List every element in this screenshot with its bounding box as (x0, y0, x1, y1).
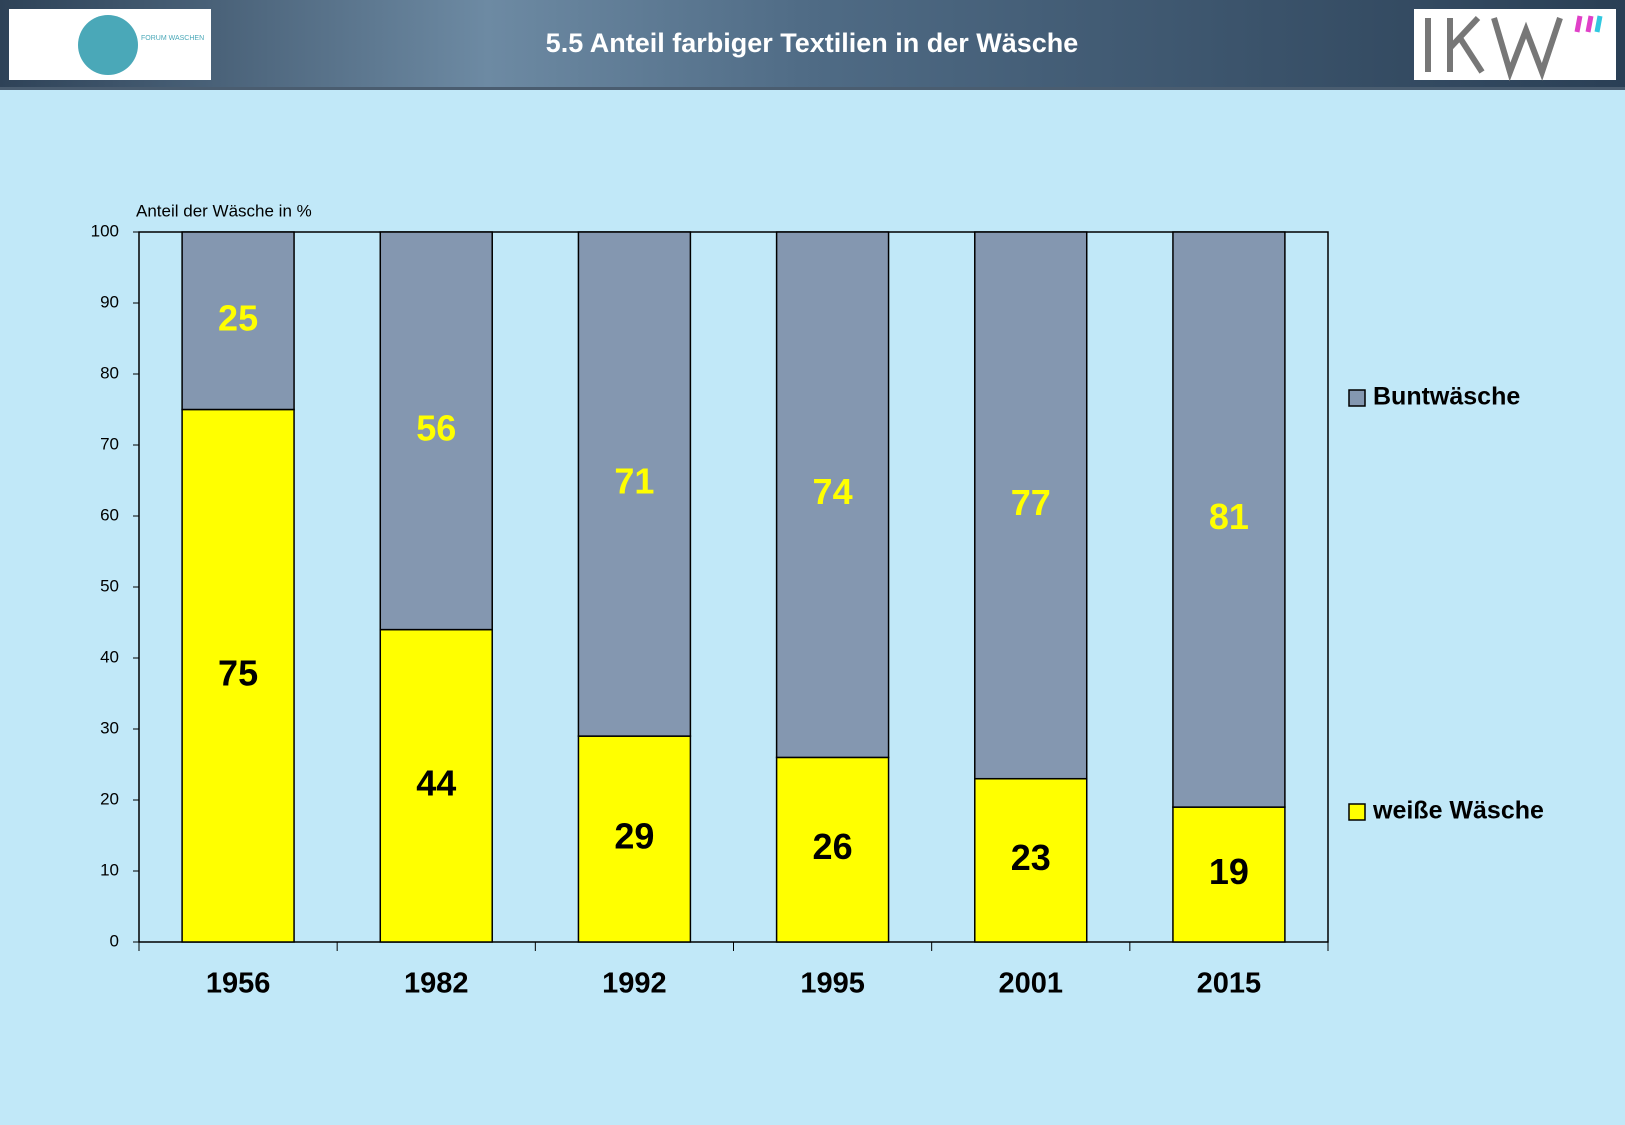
y-tick-label: 10 (100, 860, 119, 879)
logo-circle (78, 15, 138, 75)
data-label: 26 (813, 826, 853, 867)
bar-segment (775, 231, 890, 759)
bar-segment (379, 628, 493, 943)
data-label: 44 (416, 762, 456, 803)
y-tick-label: 40 (100, 647, 119, 666)
bar-segment (181, 408, 295, 943)
bar-segment (181, 231, 295, 411)
bar-segment (379, 231, 493, 631)
logo-mark (1574, 15, 1594, 33)
bar-segment (577, 735, 692, 943)
legend-swatch (1348, 803, 1366, 821)
legend-label: weiße Wäsche (1372, 797, 1544, 825)
y-tick-label: 80 (100, 363, 119, 382)
y-tick-label: 0 (110, 931, 119, 950)
data-label: 29 (614, 816, 654, 857)
logo-right (1414, 9, 1616, 80)
data-label: 71 (614, 461, 654, 502)
x-tick-label: 1995 (800, 968, 865, 1000)
chart-title: 5.5 Anteil farbiger Textilien in der Wäs… (546, 28, 1079, 58)
y-tick-label: 20 (100, 789, 119, 808)
x-tick-label: 1956 (206, 968, 271, 1000)
y-tick-label: 60 (100, 505, 119, 524)
data-label: 23 (1011, 837, 1051, 878)
x-tick-label: 1982 (404, 968, 469, 1000)
bar-segment (775, 756, 890, 943)
logo-text: FORUM WASCHEN (141, 35, 204, 42)
legend-label: Buntwäsche (1373, 383, 1520, 411)
y-tick-label: 70 (100, 434, 119, 453)
data-label: 19 (1209, 851, 1249, 892)
y-tick-label: 50 (100, 576, 119, 595)
x-tick-label: 2015 (1197, 968, 1262, 1000)
bar-segment (577, 231, 692, 737)
bar-segment (1172, 806, 1286, 943)
y-axis-label: Anteil der Wäsche in % (136, 201, 312, 220)
logo-ikw (1425, 15, 1563, 82)
bar-segment (974, 231, 1088, 780)
data-label: 25 (218, 297, 258, 338)
logo-mark (1594, 15, 1603, 33)
legend-swatch (1348, 389, 1366, 407)
data-label: 56 (416, 407, 456, 448)
y-tick-label: 30 (100, 718, 119, 737)
data-label: 75 (218, 652, 258, 693)
header-bar (0, 0, 1625, 89)
bar-segment (1172, 231, 1286, 808)
bar-segment (974, 777, 1088, 943)
header-rule (0, 87, 1625, 90)
y-tick-label: 90 (100, 292, 119, 311)
data-label: 81 (1209, 496, 1249, 537)
x-tick-label: 2001 (998, 968, 1063, 1000)
data-label: 74 (813, 471, 853, 512)
y-tick-label: 100 (91, 221, 119, 240)
data-label: 77 (1011, 482, 1051, 523)
x-tick-label: 1992 (602, 968, 667, 1000)
